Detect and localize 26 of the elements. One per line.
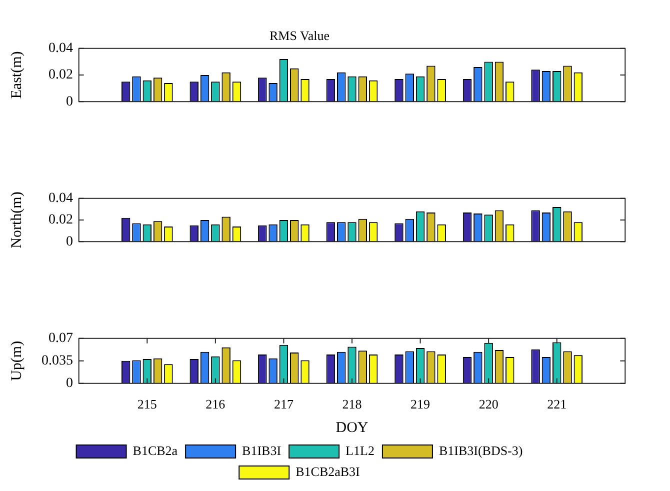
y-axis-title: East(m) bbox=[8, 51, 25, 99]
y-tick-label: 0 bbox=[66, 376, 73, 392]
y-tick-label: 0.04 bbox=[48, 41, 73, 56]
x-tick-label: 215 bbox=[137, 396, 157, 412]
y-tick-label: 0.035 bbox=[42, 354, 73, 369]
chart-title: RMS Value bbox=[269, 28, 330, 44]
x-tick-label: 219 bbox=[410, 396, 430, 412]
y-tick-label: 0 bbox=[66, 94, 73, 110]
y-tick-label: 0.07 bbox=[48, 331, 73, 346]
x-tick-label: 217 bbox=[274, 396, 294, 412]
x-tick-label: 221 bbox=[547, 396, 567, 412]
legend-label: B1IB3I(BDS-3) bbox=[438, 442, 523, 458]
x-tick-label: 216 bbox=[206, 396, 226, 412]
y-tick-label: 0 bbox=[66, 234, 73, 250]
y-tick-label: 0.02 bbox=[48, 212, 73, 228]
legend-label: B1CB2a bbox=[132, 442, 178, 458]
legend-label: B1CB2aB3I bbox=[296, 464, 360, 479]
y-tick-label: 0.02 bbox=[48, 68, 73, 83]
y-tick-label: 0.04 bbox=[48, 191, 73, 206]
y-axis-title: North(m) bbox=[8, 192, 25, 248]
x-tick-label: 220 bbox=[478, 396, 498, 412]
y-axis-title: Up(m) bbox=[8, 340, 25, 381]
legend-label: L1L2 bbox=[346, 442, 374, 458]
x-axis-title: DOY bbox=[336, 420, 368, 436]
x-tick-label: 218 bbox=[342, 396, 362, 412]
legend-label: B1IB3I bbox=[242, 442, 282, 458]
